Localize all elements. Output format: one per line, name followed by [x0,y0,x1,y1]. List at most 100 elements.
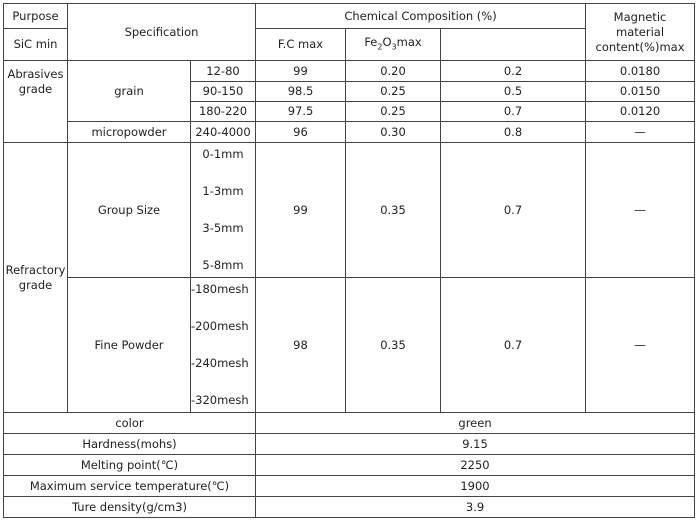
table-cell: 0.7 [439,101,587,122]
table-cell: -180mesh -200mesh -240mesh -320mesh [190,277,256,413]
table-cell: Maximum service temperature(℃) [3,475,256,497]
cell-text: Purpose [12,8,59,23]
table-cell: 0.2 [439,60,587,82]
cell-text: Specification [124,24,199,39]
header-cell: Purpose [3,3,68,29]
table-row: 180-220 97.5 0.25 0.7 0.0120 [4,101,696,122]
table-row: Melting point(℃) 2250 [3,454,696,476]
cell-text: 1900 [460,478,490,493]
cell-text: 0.2 [503,63,523,78]
cell-text: 0.0150 [619,84,661,98]
cell-text: 0.0180 [619,63,661,78]
table-cell: 98 [255,277,346,413]
table-cell: — [585,142,696,278]
table-cell: 0.35 [345,142,441,278]
table-cell: 0.7 [439,142,587,278]
cell-text: 3-5mm [202,221,244,236]
table-cell: Melting point(℃) [3,454,256,476]
cell-text: 0.35 [380,337,406,352]
spec-table: Purpose Specification Chemical Composition… [3,3,696,518]
cell-text: -180mesh [191,281,249,296]
cell-text: material [616,24,665,39]
table-cell: 0-1mm 1-3mm 3-5mm 5-8mm [190,142,256,278]
table-row: SiC min F.C max Fe2O3max [3,28,695,61]
cell-text: -200mesh [191,318,249,333]
table-cell: 99 [255,142,346,278]
cell-text: 5-8mm [202,258,244,273]
cell-text: 98 [293,337,308,352]
cell-text: grain [114,83,144,98]
cell-text: -320mesh [191,393,249,408]
cell-text: 3 [391,42,397,52]
table-cell: micropowder [67,121,191,143]
table-cell: 96 [255,121,346,143]
cell-text: Magnetic [613,9,667,24]
cell-text: -240mesh [191,356,249,371]
cell-text: content(%)max [595,39,685,54]
cell-text: 99 [293,202,308,217]
cell-text: 3.9 [465,499,485,514]
cell-text: 97.5 [287,104,314,118]
cell-text: 2250 [460,457,490,472]
table-cell: 0.7 [439,277,587,413]
table-cell: 0.0150 [585,81,696,102]
table-cell: 0.25 [345,101,441,122]
cell-text: Abrasives grade [7,67,64,96]
table-cell: 0.35 [345,277,441,413]
cell-text: SiC min [13,37,58,51]
cell-text: 240-4000 [195,124,251,139]
table-cell: 9.15 [254,433,696,455]
cell-text: 0.0120 [619,104,661,118]
table-cell: 99 [255,60,346,82]
cell-text: Ture density(g/cm3) [72,499,187,514]
table-row: color green [3,412,696,434]
table-cell: Hardness(mohs) [3,433,256,455]
cell-text: 0.7 [503,104,523,118]
table-cell: — [585,277,696,413]
header-cell: Chemical Composition (%) [254,3,587,29]
cell-text: 9.15 [462,436,488,451]
cell-text: Fe [364,34,378,49]
table-cell: Fine Powder [67,277,191,413]
table-cell: Refractory grade [3,142,68,413]
table-cell: 0.5 [439,81,587,102]
cell-text: — [634,124,646,139]
cell-text: green [458,415,492,430]
size-list: -180mesh -200mesh -240mesh -320mesh [191,279,255,412]
table-cell: Group Size [67,142,191,278]
table-cell: 1900 [254,475,696,497]
cell-text: 12-80 [206,63,240,78]
table-row: Purpose Specification Chemical Composition… [3,3,696,61]
table-cell: green [254,412,696,434]
cell-text: Hardness(mohs) [82,436,177,451]
table-cell: color [3,412,256,434]
table-cell: 0.30 [345,121,441,143]
table-row: Fine Powder -180mesh -200mesh -240mesh -320m… [4,277,696,413]
cell-text: Melting point(℃) [80,457,179,472]
table-row: 90-150 98.5 0.25 0.5 0.0150 [4,81,696,102]
table-row: Hardness(mohs) 9.15 [3,433,696,455]
cell-text: — [634,337,646,352]
size-list: 0-1mm 1-3mm 3-5mm 5-8mm [192,144,255,277]
table-cell: 0.25 [345,81,441,102]
table-row: Ture density(g/cm3) 3.9 [3,496,696,518]
table-cell: 0.20 [345,60,441,82]
cell-text: Group Size [97,202,161,217]
cell-text: 99 [293,63,308,78]
cell-text: 2 [377,42,383,52]
cell-text: Refractory grade [5,262,66,292]
cell-text: Fine Powder [94,337,164,352]
cell-text: 0.5 [503,84,523,98]
header-cell: Fe2O3max [345,28,441,61]
cell-text: 90-150 [202,84,244,98]
table-row: Refractory grade Group Size 0-1mm 1-3mm 3-5m… [3,142,696,413]
cell-text: 0.7 [503,202,523,217]
cell-text: 180-220 [198,104,248,118]
cell-text: max [396,34,422,49]
cell-text: 98.5 [287,84,314,98]
table-cell: 12-80 [190,60,256,82]
header-cell: F.C max [255,28,346,61]
cell-text: Maximum service temperature(℃) [29,478,230,493]
table-cell: Abrasives grade [3,60,68,143]
